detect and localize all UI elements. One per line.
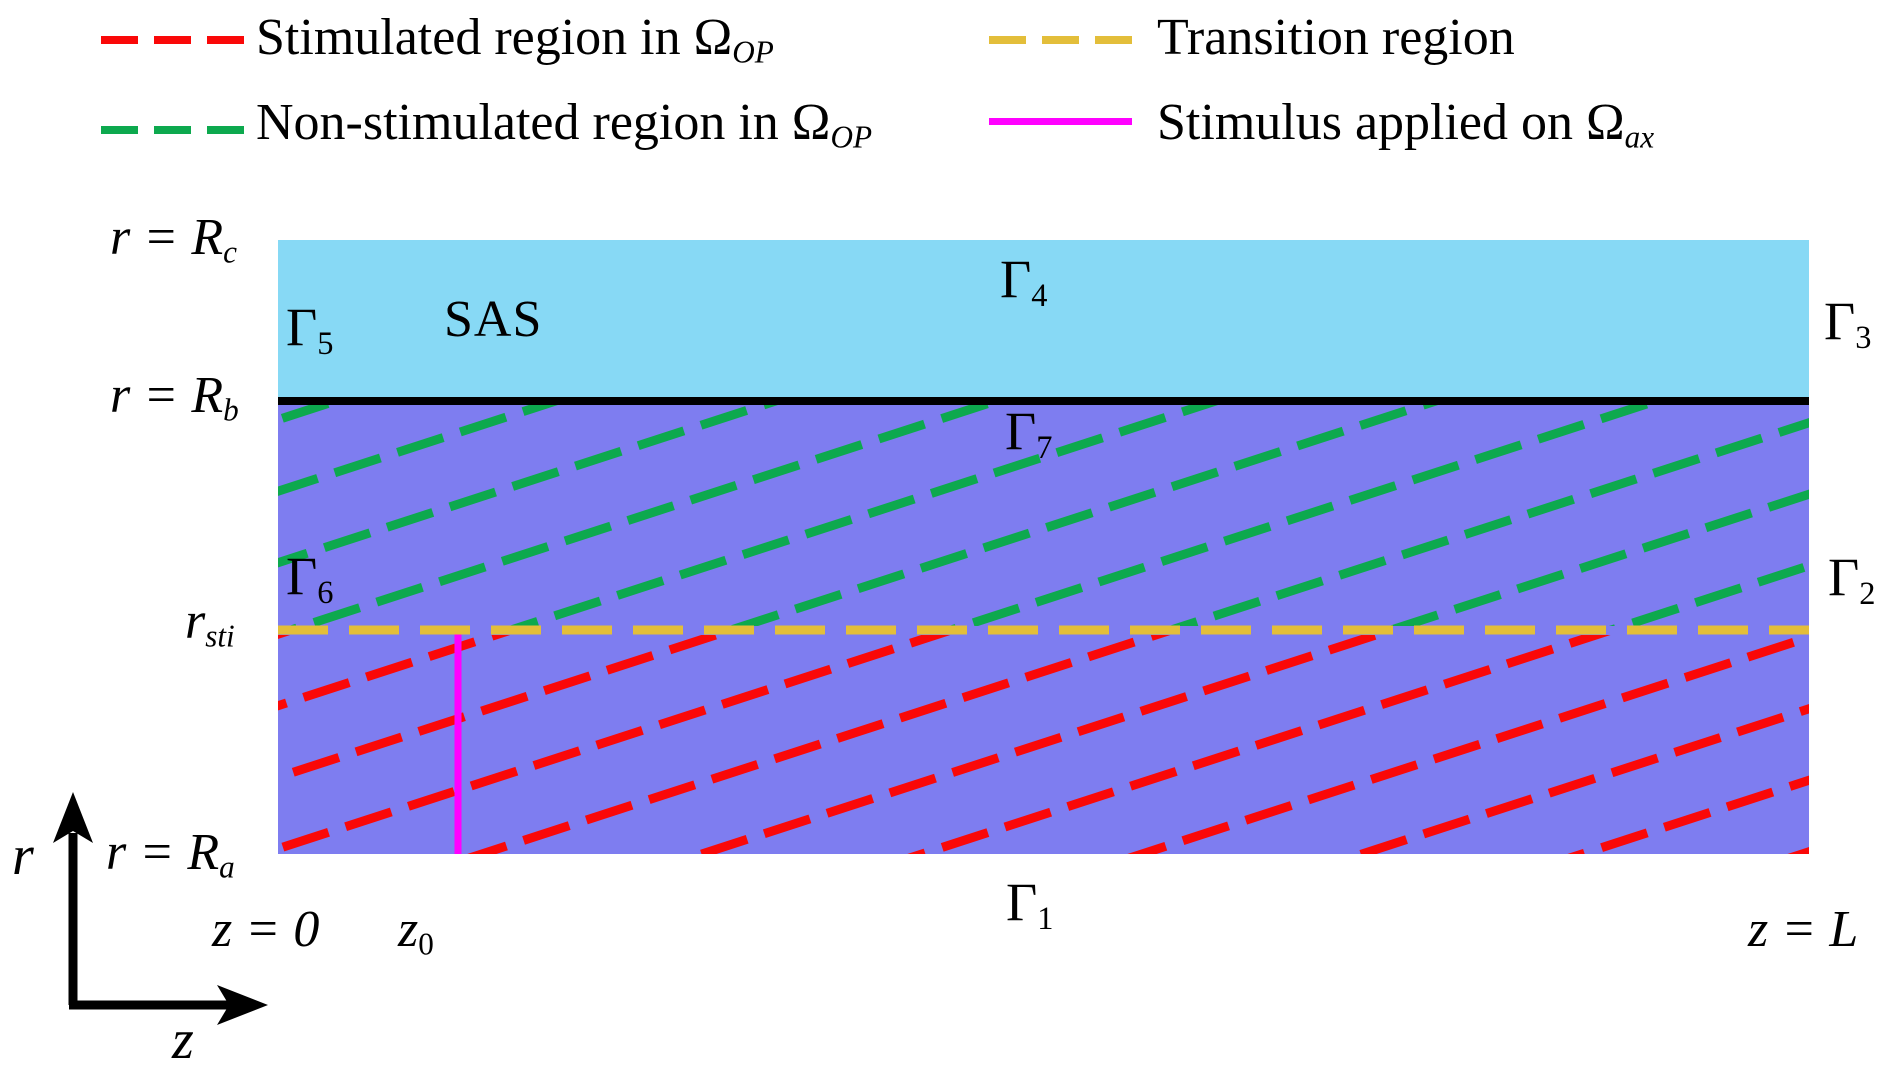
boundary-label-gamma1: Γ1 xyxy=(1006,872,1053,935)
r-axis-label: r xyxy=(12,825,34,887)
boundary-label-gamma5: Γ5 xyxy=(286,297,333,360)
coordinate-label-r-rb: r = Rb xyxy=(110,367,239,426)
green-dash xyxy=(207,126,244,134)
coordinate-label-r-ra: r = Ra xyxy=(106,824,235,883)
label-main: r = R xyxy=(110,367,224,424)
omega-subscript: OP xyxy=(830,119,873,155)
gamma-symbol: Γ xyxy=(1828,547,1860,607)
green-dash xyxy=(101,126,138,134)
boundary-label-gamma4: Γ4 xyxy=(1000,249,1047,312)
gamma-symbol: Γ xyxy=(1000,249,1032,309)
label-subscript: sti xyxy=(205,618,235,654)
gamma-symbol: Γ xyxy=(286,297,318,357)
gamma-subscript: 7 xyxy=(1036,430,1053,467)
gamma-subscript: 1 xyxy=(1037,901,1054,938)
yellow-dash xyxy=(1095,36,1132,44)
z-axis-arrowhead xyxy=(217,985,268,1025)
legend-transition-label: Transition region xyxy=(1157,12,1515,64)
red-dash xyxy=(154,36,191,44)
non-stimulated-hatch-area xyxy=(278,405,1809,626)
gamma-symbol: Γ xyxy=(1824,291,1856,351)
label-subscript: b xyxy=(223,392,239,428)
boundary-label-gamma2: Γ2 xyxy=(1828,547,1875,610)
coordinate-axes xyxy=(53,792,268,1025)
gamma-subscript: 5 xyxy=(317,326,334,363)
omega-symbol: Ω xyxy=(693,9,733,66)
op-hatch-layer xyxy=(278,405,1809,854)
label-main: z = L xyxy=(1748,901,1859,958)
stimulated-hatch-area xyxy=(278,635,1809,854)
label-subscript: 0 xyxy=(418,926,434,962)
legend-nonstimulated-text: Non-stimulated region in xyxy=(256,94,792,151)
legend-stimulus-line-sample xyxy=(989,118,1132,125)
interface-line-r-rb xyxy=(278,397,1809,405)
magenta-line xyxy=(989,118,1132,125)
boundary-label-gamma6: Γ6 xyxy=(286,546,333,609)
label-main: r = R xyxy=(110,209,224,266)
coordinate-label-r-rc: r = Rc xyxy=(110,209,237,268)
boundary-label-gamma7: Γ7 xyxy=(1005,401,1052,464)
gamma-symbol: Γ xyxy=(1006,872,1038,932)
coordinate-label-z-L: z = L xyxy=(1748,904,1858,956)
omega-symbol: Ω xyxy=(791,94,831,151)
sas-region-label: SAS xyxy=(444,291,543,348)
label-main: z = 0 xyxy=(212,901,320,958)
legend-stimulated-text: Stimulated region in xyxy=(256,9,694,66)
gamma-subscript: 3 xyxy=(1855,320,1872,357)
omega-subscript: ax xyxy=(1624,119,1655,155)
legend-stimulated-label: Stimulated region in ΩOP xyxy=(256,9,774,68)
omega-subscript: OP xyxy=(732,34,774,70)
yellow-dash xyxy=(989,36,1026,44)
label-subscript: c xyxy=(223,234,237,270)
legend-transition-line-sample xyxy=(989,36,1132,44)
legend-stimulated-line-sample xyxy=(101,36,244,44)
gamma-subscript: 2 xyxy=(1859,576,1876,613)
gamma-symbol: Γ xyxy=(1005,401,1037,461)
optic-nerve-region xyxy=(278,405,1809,854)
label-main: z xyxy=(398,901,419,958)
legend-transition-text: Transition region xyxy=(1157,9,1515,66)
label-main: r xyxy=(185,593,206,650)
coordinate-label-r-sti: rsti xyxy=(185,593,235,652)
gamma-subscript: 6 xyxy=(317,575,334,612)
omega-symbol: Ω xyxy=(1586,94,1625,151)
label-main: r = R xyxy=(106,824,220,881)
gamma-subscript: 4 xyxy=(1031,278,1048,315)
yellow-dash xyxy=(1042,36,1079,44)
label-subscript: a xyxy=(219,849,235,885)
red-dash xyxy=(101,36,138,44)
legend-nonstimulated-line-sample xyxy=(101,126,244,134)
red-dash xyxy=(207,36,244,44)
green-dash xyxy=(154,126,191,134)
r-axis-arrowhead xyxy=(53,792,93,843)
legend-stimulus-label: Stimulus applied on Ωax xyxy=(1157,94,1654,153)
legend-nonstimulated-label: Non-stimulated region in ΩOP xyxy=(256,94,872,153)
z-axis-label: z xyxy=(172,1009,194,1071)
boundary-label-gamma3: Γ3 xyxy=(1824,291,1871,354)
coordinate-label-z0: z0 xyxy=(398,901,434,960)
gamma-symbol: Γ xyxy=(286,546,318,606)
legend-stimulus-text: Stimulus applied on xyxy=(1157,94,1586,151)
coordinate-label-z-zero: z = 0 xyxy=(212,904,319,956)
sas-region xyxy=(278,240,1809,397)
